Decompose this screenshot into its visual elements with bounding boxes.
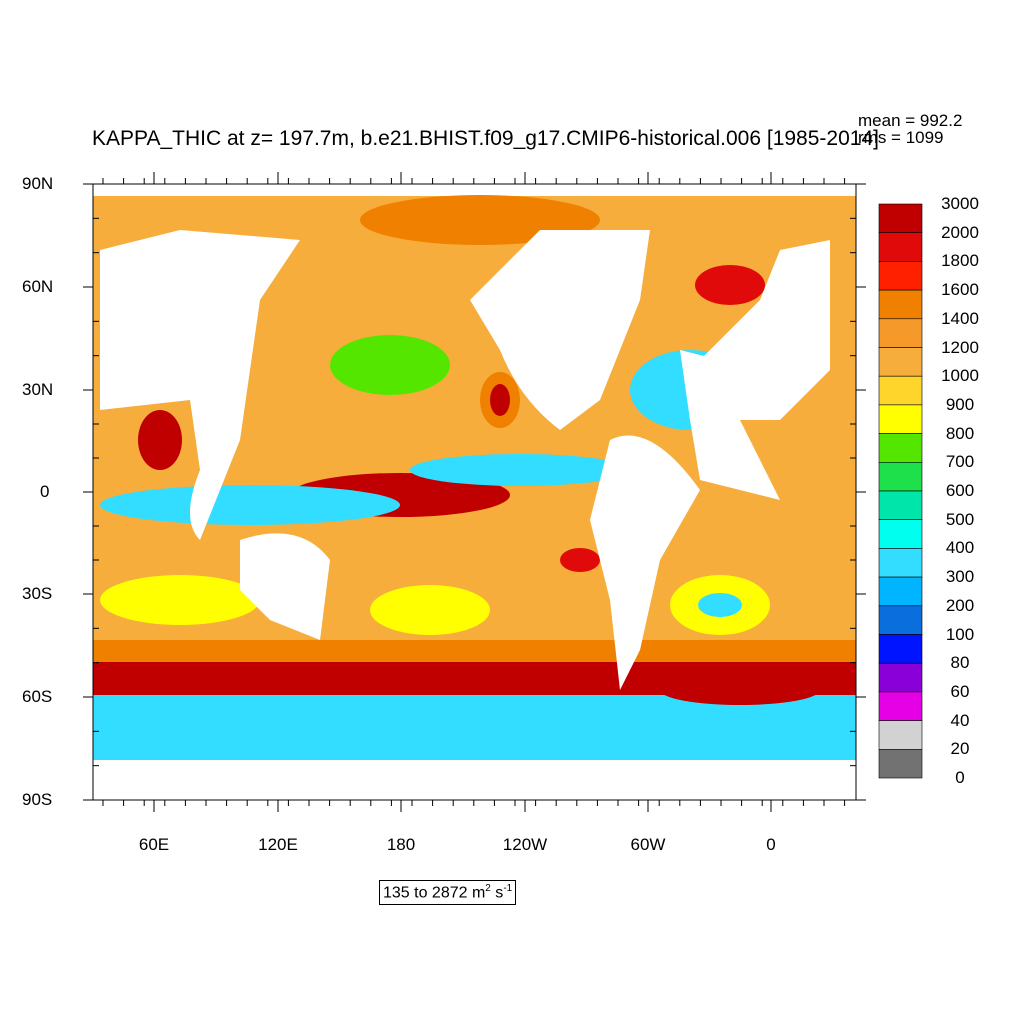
colorbar-label: 100 bbox=[945, 624, 975, 644]
range-label: 135 to 2872 m2 s-1 bbox=[379, 880, 517, 906]
colorbar-swatch bbox=[878, 232, 923, 262]
latitude-label: 60S bbox=[22, 687, 53, 706]
axis-ticks bbox=[83, 172, 866, 812]
latitude-label: 90S bbox=[22, 790, 53, 809]
colorbar-label: 20 bbox=[950, 739, 970, 759]
colorbar-swatch bbox=[878, 662, 923, 693]
colorbar-label: 1800 bbox=[941, 251, 979, 271]
colorbar-label: 500 bbox=[945, 509, 975, 529]
longitude-label: 120E bbox=[258, 835, 298, 854]
colorbar-label: 2000 bbox=[941, 222, 979, 242]
colorbar-swatch bbox=[878, 289, 923, 320]
longitude-label: 120W bbox=[502, 835, 548, 854]
colorbar-label: 60 bbox=[950, 681, 970, 701]
colorbar-label: 700 bbox=[945, 452, 975, 472]
colorbar-label: 200 bbox=[945, 595, 975, 615]
colorbar-swatch bbox=[878, 490, 923, 521]
latitude-label: 30N bbox=[22, 380, 54, 399]
colorbar-swatch bbox=[878, 203, 923, 234]
colorbar-label: 0 bbox=[955, 768, 965, 787]
colorbar-swatch bbox=[878, 519, 923, 549]
colorbar-label: 600 bbox=[945, 481, 975, 500]
rms-stat: rms = 1099 bbox=[858, 128, 944, 147]
colorbar-swatch bbox=[878, 375, 923, 406]
colorbar-swatch bbox=[878, 404, 923, 434]
colorbar-swatch bbox=[878, 318, 923, 348]
ocean-field bbox=[92, 183, 857, 801]
map-title: KAPPA_THIC at z= 197.7m, b.e21.BHIST.f09… bbox=[92, 127, 879, 150]
colorbar-label: 80 bbox=[950, 653, 970, 673]
colorbar-label: 1600 bbox=[941, 280, 979, 300]
colorbar-swatch bbox=[878, 634, 923, 664]
colorbar-label: 40 bbox=[950, 710, 970, 730]
stats-block: mean = 992.2 rms = 1099 bbox=[858, 112, 962, 146]
colorbar-swatch bbox=[878, 347, 923, 377]
longitude-label: 180 bbox=[386, 835, 416, 854]
colorbar-swatch bbox=[878, 748, 923, 779]
latitude-label: 30S bbox=[22, 584, 53, 603]
mean-stat: mean = 992.2 bbox=[858, 111, 963, 130]
colorbar-label: 900 bbox=[945, 394, 975, 414]
colorbar-swatch bbox=[878, 433, 923, 463]
colorbar-label: 300 bbox=[945, 567, 975, 587]
colorbar-swatch bbox=[878, 605, 923, 635]
colorbar-swatch bbox=[878, 261, 923, 291]
colorbar-label: 3000 bbox=[941, 194, 979, 213]
colorbar-swatch bbox=[878, 461, 923, 492]
longitude-label: 60W bbox=[630, 835, 666, 854]
colorbar-label: 400 bbox=[945, 538, 975, 558]
colorbar-label: 1400 bbox=[941, 308, 979, 328]
latitude-label: 60N bbox=[22, 277, 54, 296]
longitude-label: 60E bbox=[138, 835, 170, 854]
colorbar bbox=[878, 203, 923, 779]
colorbar-swatch bbox=[878, 548, 923, 578]
longitude-label: 0 bbox=[766, 835, 776, 854]
colorbar-label: 800 bbox=[945, 423, 975, 443]
colorbar-swatch bbox=[878, 576, 923, 607]
latitude-label: 90N bbox=[22, 174, 54, 193]
colorbar-swatch bbox=[878, 720, 923, 750]
colorbar-swatch bbox=[878, 691, 923, 721]
latitude-label: 0 bbox=[40, 482, 50, 501]
colorbar-label: 1000 bbox=[941, 366, 979, 386]
colorbar-label: 1200 bbox=[941, 337, 979, 357]
